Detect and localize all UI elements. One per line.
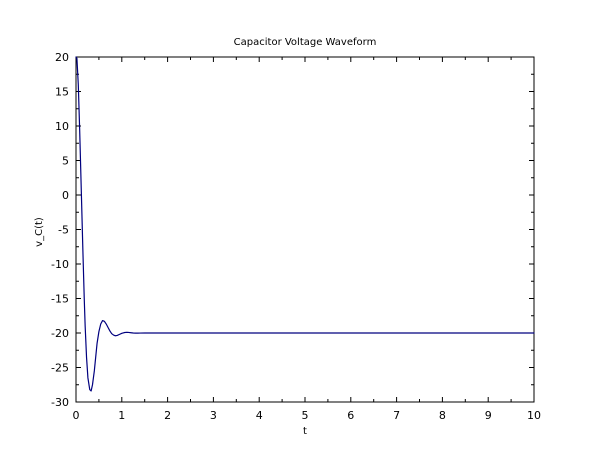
x-tick-label: 7 [393, 409, 400, 422]
x-tick-label: 2 [164, 409, 171, 422]
y-tick-label: -10 [51, 258, 69, 271]
y-tick-label: -30 [51, 396, 69, 409]
x-tick-label: 8 [439, 409, 446, 422]
y-tick-label: 10 [55, 120, 69, 133]
ticks-layer: 0 1 2 3 4 5 6 7 8 9 10 20 15 10 5 0 -5 -10 -15 -20 -25 -30 [51, 51, 541, 422]
x-tick-label: 5 [302, 409, 309, 422]
x-tick-label: 0 [73, 409, 80, 422]
y-tick-label: -5 [58, 224, 69, 237]
y-tick-label: 20 [55, 51, 69, 64]
y-tick-label: -25 [51, 362, 69, 375]
series-line [75, 56, 535, 392]
x-tick-label: 3 [210, 409, 217, 422]
x-axis-label: t [303, 426, 307, 437]
y-tick-label: 0 [62, 189, 69, 202]
x-tick-label: 6 [347, 409, 354, 422]
x-tick-label: 1 [118, 409, 125, 422]
y-tick-label: -20 [51, 327, 69, 340]
plot-area-frame [75, 56, 535, 403]
x-tick-label: 4 [256, 409, 263, 422]
y-tick-label: 15 [55, 86, 69, 99]
y-tick-label: 5 [62, 155, 69, 168]
line-layer [75, 56, 535, 392]
chart-title: Capacitor Voltage Waveform [234, 37, 377, 48]
x-tick-label: 10 [527, 409, 541, 422]
y-tick-label: -15 [51, 293, 69, 306]
x-tick-label: 9 [485, 409, 492, 422]
y-axis-label: v_C(t) [34, 217, 45, 247]
plot-frame-layer [75, 56, 535, 403]
